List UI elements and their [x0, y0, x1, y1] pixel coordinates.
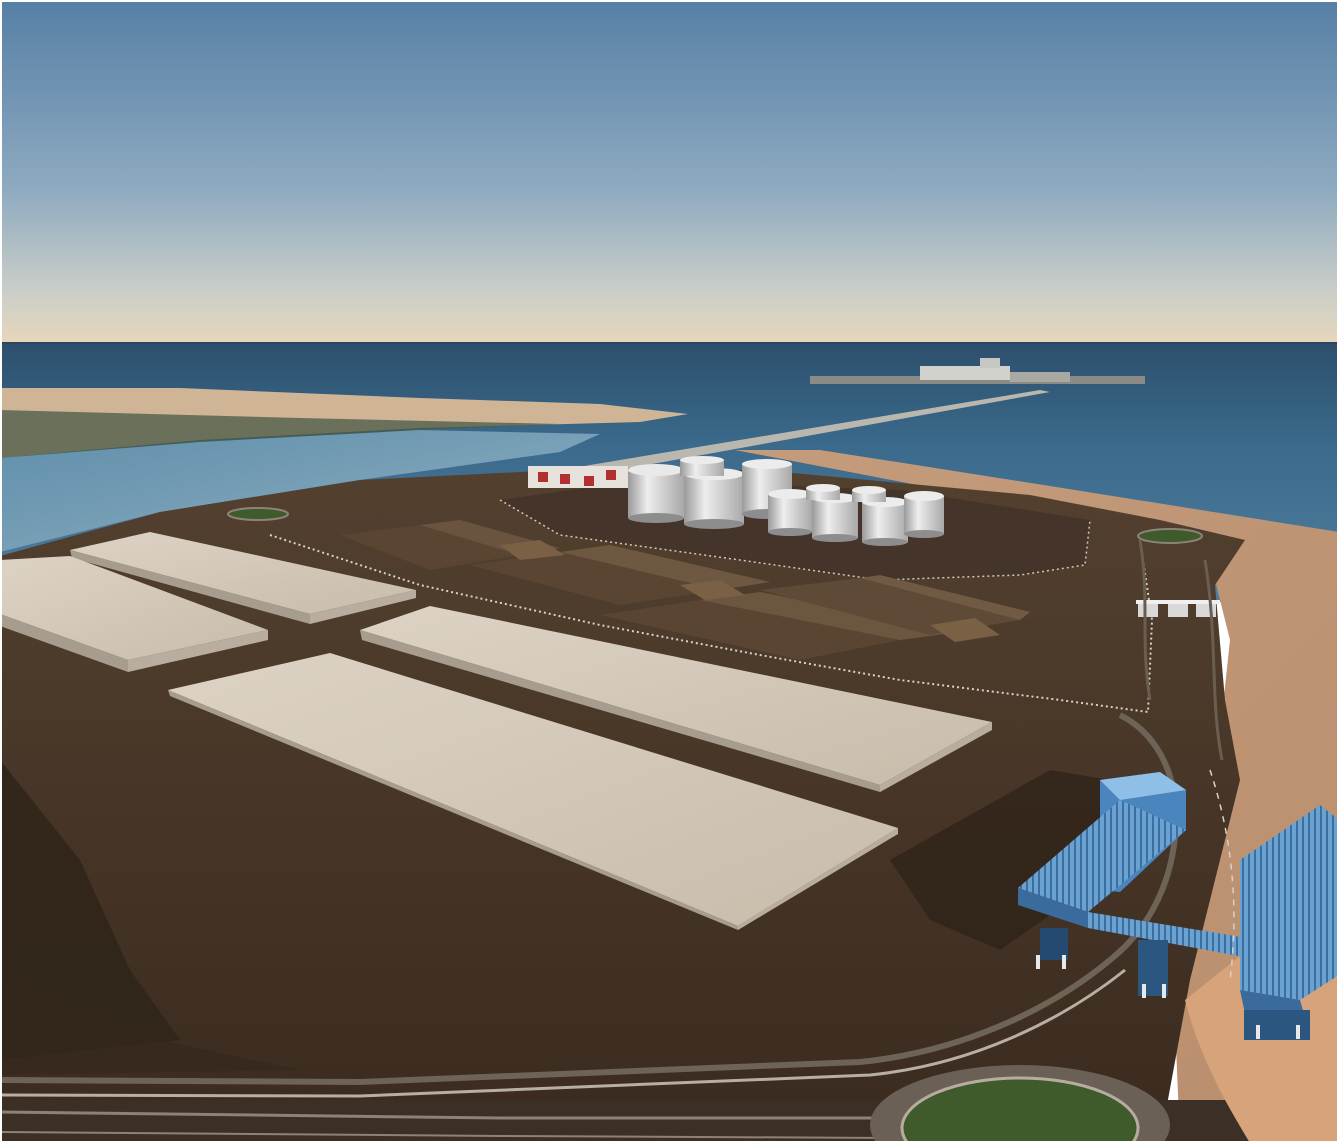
storage-shed	[70, 532, 416, 624]
storage-tank	[680, 456, 724, 476]
roundabout-large	[870, 1065, 1170, 1143]
storage-tank	[628, 464, 684, 523]
storage-tank	[862, 497, 908, 546]
storage-shed	[168, 653, 898, 930]
gatehouse	[1136, 600, 1220, 617]
roundabout-small-left	[227, 507, 289, 521]
conveyor-gantry	[1018, 772, 1339, 1040]
storage-tank	[904, 491, 944, 538]
storage-tank	[812, 493, 858, 542]
storage-shed	[0, 556, 268, 672]
jetty	[560, 358, 1145, 478]
sky	[0, 0, 1339, 345]
storage-tank	[684, 468, 744, 529]
stockpiles	[340, 520, 1030, 660]
storage-tank	[768, 489, 812, 536]
lagoon	[0, 430, 600, 552]
storage-tank	[852, 486, 886, 502]
roundabout-small-right	[1137, 528, 1203, 544]
container-block	[528, 466, 628, 488]
storage-tanks	[628, 456, 944, 546]
storage-shed	[360, 606, 992, 792]
storage-tank	[806, 484, 840, 500]
storage-sheds	[0, 532, 992, 930]
